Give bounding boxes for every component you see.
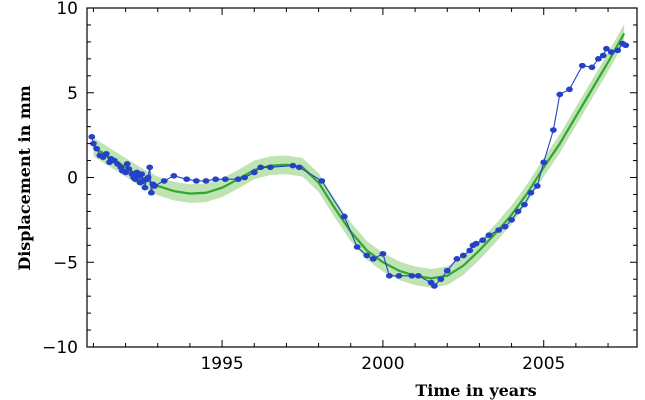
observed-point bbox=[147, 189, 155, 196]
observed-point bbox=[151, 183, 158, 189]
observed-point bbox=[90, 140, 97, 147]
observed-point bbox=[549, 127, 557, 133]
x-tick-label: 1995 bbox=[200, 354, 243, 374]
observed-point bbox=[266, 164, 274, 171]
observed-point bbox=[250, 169, 258, 176]
observed-point bbox=[408, 273, 416, 279]
observed-point bbox=[93, 145, 101, 152]
observed-point bbox=[485, 232, 493, 238]
observed-point bbox=[395, 273, 403, 279]
observed-point bbox=[414, 273, 422, 279]
observed-point bbox=[588, 64, 596, 71]
observed-point bbox=[257, 164, 265, 171]
observed-point bbox=[566, 86, 573, 93]
observed-point bbox=[437, 276, 445, 283]
observed-point bbox=[459, 252, 467, 259]
y-tick-label: 5 bbox=[67, 84, 78, 104]
observed-point bbox=[212, 176, 220, 182]
observed-point bbox=[123, 161, 131, 167]
observed-point bbox=[353, 244, 361, 250]
observed-point bbox=[607, 49, 615, 55]
observed-point bbox=[340, 213, 348, 220]
observed-point bbox=[479, 237, 487, 244]
observed-point bbox=[202, 178, 210, 184]
observed-point bbox=[146, 164, 154, 171]
y-tick-label: 10 bbox=[56, 0, 78, 19]
observed-point bbox=[141, 184, 149, 191]
confidence-band bbox=[93, 24, 625, 288]
observed-point bbox=[430, 283, 438, 289]
observed-point bbox=[466, 247, 474, 254]
observed-point bbox=[144, 174, 152, 181]
observed-point bbox=[102, 150, 110, 157]
observed-point bbox=[363, 252, 371, 259]
observed-point bbox=[125, 166, 133, 172]
x-tick-label: 2000 bbox=[361, 354, 404, 374]
observed-point bbox=[533, 183, 541, 189]
observed-point bbox=[472, 240, 480, 247]
tick-labels: 1995 2000 2005 −10 −5 0 5 10 bbox=[42, 0, 565, 374]
observed-point bbox=[453, 256, 461, 262]
observed-point bbox=[527, 189, 535, 196]
observed-point bbox=[192, 178, 200, 184]
observed-point bbox=[241, 174, 249, 181]
observed-point bbox=[289, 162, 297, 169]
observed-point bbox=[221, 176, 229, 182]
x-axis-label: Time in years bbox=[415, 381, 536, 400]
observed-point bbox=[514, 208, 522, 215]
observed-point bbox=[170, 173, 178, 179]
observed-point bbox=[521, 201, 528, 208]
observed-point bbox=[160, 178, 168, 184]
observed-point bbox=[88, 134, 96, 140]
observed-point bbox=[578, 62, 586, 69]
observed-point bbox=[603, 45, 610, 52]
x-tick-label: 2005 bbox=[522, 354, 565, 374]
observed-point bbox=[501, 223, 509, 230]
observed-point bbox=[443, 267, 451, 274]
observed-point bbox=[183, 176, 191, 182]
observed-point bbox=[508, 217, 515, 223]
observed-point bbox=[622, 42, 630, 49]
observed-point bbox=[379, 250, 387, 257]
observed-series-layer bbox=[88, 40, 630, 289]
observed-point bbox=[385, 273, 393, 279]
observed-point bbox=[540, 159, 548, 166]
observed-point bbox=[138, 171, 146, 177]
fit-line bbox=[92, 32, 626, 280]
observed-point bbox=[369, 256, 377, 262]
observed-point bbox=[495, 227, 503, 233]
observed-point bbox=[556, 91, 564, 98]
observed-point bbox=[234, 176, 242, 182]
y-axis-label: Displacement in mm bbox=[15, 85, 34, 270]
observed-point bbox=[595, 56, 602, 62]
observed-point bbox=[318, 178, 326, 184]
y-tick-label: 0 bbox=[67, 169, 78, 189]
y-tick-label: −5 bbox=[53, 253, 78, 273]
observed-point bbox=[614, 47, 622, 54]
confidence-band-layer bbox=[93, 24, 625, 288]
fit-curve-layer bbox=[92, 32, 626, 280]
tick-marks bbox=[87, 7, 637, 348]
observed-point bbox=[295, 164, 303, 171]
y-tick-label: −10 bbox=[42, 338, 78, 358]
observed-point bbox=[599, 52, 607, 59]
